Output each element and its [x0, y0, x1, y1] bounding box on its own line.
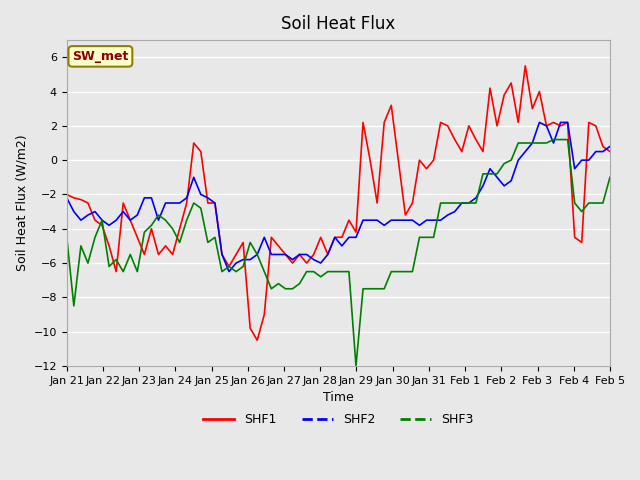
SHF2 — [345, 234, 353, 240]
SHF1 — [458, 149, 466, 155]
SHF2 — [536, 120, 543, 125]
SHF1 — [63, 192, 70, 197]
SHF1 — [155, 252, 163, 257]
SHF3 — [296, 281, 303, 287]
SHF1 — [98, 222, 106, 228]
SHF3 — [458, 200, 466, 206]
Title: Soil Heat Flux: Soil Heat Flux — [281, 15, 396, 33]
Line: SHF2: SHF2 — [67, 122, 610, 272]
SHF3 — [550, 137, 557, 143]
SHF3 — [606, 174, 614, 180]
SHF2 — [458, 200, 466, 206]
SHF2 — [155, 217, 163, 223]
SHF3 — [338, 269, 346, 275]
Text: SW_met: SW_met — [72, 50, 129, 63]
SHF2 — [225, 269, 233, 275]
SHF1 — [239, 240, 247, 245]
SHF3 — [63, 234, 70, 240]
SHF2 — [246, 257, 254, 263]
SHF3 — [239, 264, 247, 269]
Legend: SHF1, SHF2, SHF3: SHF1, SHF2, SHF3 — [198, 408, 479, 432]
SHF2 — [98, 217, 106, 223]
SHF1 — [345, 217, 353, 223]
SHF1 — [303, 260, 310, 266]
SHF2 — [63, 195, 70, 201]
Line: SHF1: SHF1 — [67, 66, 610, 340]
SHF1 — [606, 149, 614, 155]
X-axis label: Time: Time — [323, 391, 354, 404]
SHF1 — [522, 63, 529, 69]
SHF1 — [253, 337, 261, 343]
SHF3 — [98, 217, 106, 223]
Line: SHF3: SHF3 — [67, 140, 610, 366]
SHF3 — [352, 363, 360, 369]
Y-axis label: Soil Heat Flux (W/m2): Soil Heat Flux (W/m2) — [15, 135, 28, 271]
SHF3 — [155, 212, 163, 218]
SHF2 — [606, 144, 614, 149]
SHF2 — [303, 252, 310, 257]
